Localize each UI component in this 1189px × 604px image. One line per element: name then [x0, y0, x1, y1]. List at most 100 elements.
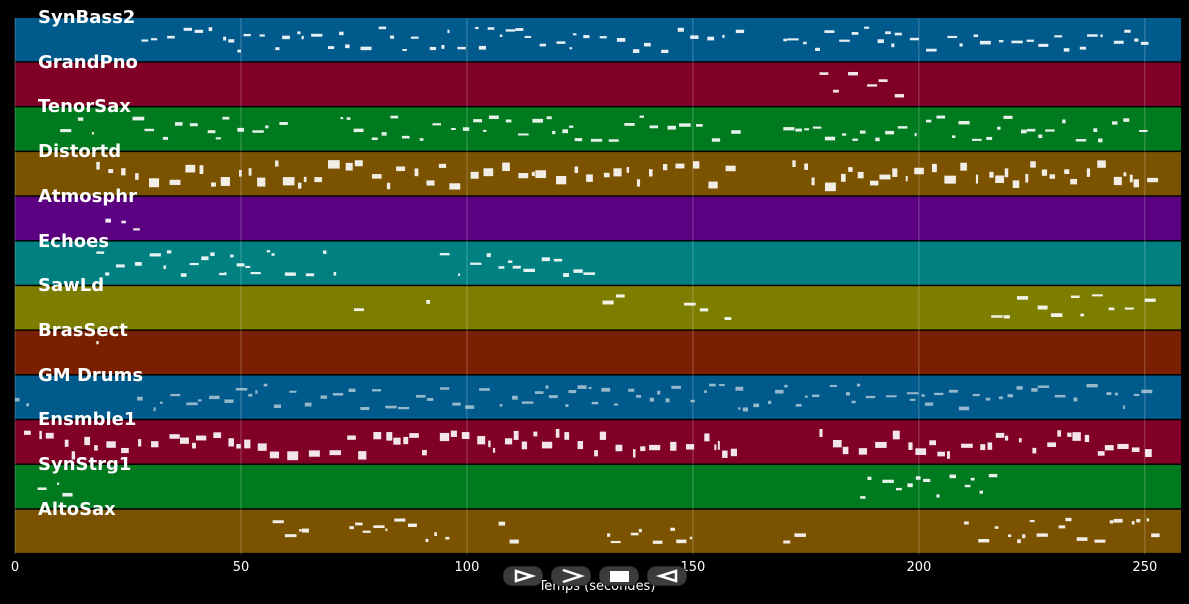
note-block	[1032, 447, 1037, 454]
note-block	[96, 341, 99, 345]
note-block	[894, 32, 902, 36]
note-block	[305, 273, 315, 277]
note-block	[505, 29, 516, 32]
note-block	[995, 432, 1005, 438]
note-block	[329, 450, 341, 456]
note-block	[213, 432, 222, 439]
note-block	[199, 165, 204, 174]
note-block	[483, 168, 494, 177]
forward-button[interactable]	[551, 566, 591, 586]
note-block	[486, 253, 491, 258]
note-block	[94, 445, 98, 451]
track-lane	[15, 286, 1181, 330]
note-block	[478, 45, 486, 50]
note-block	[787, 38, 799, 41]
play-button[interactable]	[503, 566, 543, 586]
note-block	[470, 262, 482, 265]
note-block	[15, 397, 20, 402]
note-block	[973, 34, 979, 38]
note-block	[959, 43, 963, 47]
note-block	[282, 177, 295, 186]
note-block	[219, 272, 225, 276]
note-block	[1129, 174, 1133, 183]
track-label: TenorSax	[38, 96, 131, 118]
note-block	[882, 479, 894, 483]
note-block	[1094, 539, 1106, 543]
note-block	[275, 160, 279, 167]
note-block	[649, 125, 659, 129]
note-block	[975, 174, 979, 184]
note-block	[439, 253, 450, 256]
note-block	[1070, 178, 1078, 185]
note-block	[803, 41, 807, 45]
note-block	[105, 272, 110, 276]
note-block	[488, 440, 491, 448]
note-block	[657, 390, 661, 395]
note-block	[304, 402, 312, 407]
note-block	[562, 129, 569, 134]
note-block	[1004, 168, 1009, 178]
note-block	[895, 487, 902, 491]
note-block	[995, 175, 1005, 183]
note-block	[236, 443, 241, 449]
note-block	[539, 43, 546, 47]
note-block	[931, 163, 937, 173]
note-block	[1124, 29, 1131, 33]
note-block	[393, 437, 401, 445]
note-block	[1147, 177, 1159, 183]
note-block	[1054, 394, 1066, 398]
note-block	[730, 448, 738, 457]
note-block	[907, 483, 913, 488]
note-block	[972, 393, 980, 397]
note-block	[841, 133, 847, 136]
note-block	[498, 521, 506, 526]
note-block	[869, 180, 879, 186]
note-block	[852, 138, 858, 141]
track-label: Atmosphr	[38, 185, 137, 207]
note-block	[768, 400, 772, 404]
note-block	[704, 390, 707, 393]
note-block	[583, 272, 596, 275]
note-block	[626, 167, 630, 173]
note-block	[311, 33, 323, 37]
rewind-button[interactable]	[647, 566, 687, 586]
note-block	[64, 439, 69, 447]
note-block	[897, 126, 908, 129]
note-block	[1131, 447, 1140, 453]
note-block	[1016, 296, 1029, 300]
stop-button[interactable]	[599, 566, 639, 586]
note-block	[512, 395, 518, 400]
note-block	[273, 404, 282, 409]
note-block	[613, 168, 622, 177]
note-block	[284, 272, 296, 276]
note-block	[449, 183, 461, 190]
note-block	[735, 386, 744, 391]
note-block	[1016, 386, 1023, 390]
stop-icon	[610, 571, 629, 582]
note-block	[224, 272, 227, 276]
note-block	[1097, 160, 1106, 168]
note-block	[323, 250, 327, 254]
note-block	[1004, 435, 1009, 441]
note-block	[892, 430, 900, 440]
note-block	[432, 123, 441, 126]
note-block	[174, 122, 183, 126]
note-block	[257, 177, 266, 187]
note-block	[26, 403, 30, 407]
note-block	[644, 42, 651, 47]
note-block	[209, 395, 220, 400]
note-block	[220, 176, 230, 186]
note-block	[252, 130, 264, 133]
note-block	[426, 398, 434, 401]
note-block	[841, 173, 846, 182]
note-block	[924, 402, 934, 406]
note-block	[795, 403, 802, 407]
note-block	[792, 160, 796, 168]
note-block	[289, 390, 297, 393]
note-block	[998, 396, 1003, 400]
note-block	[885, 31, 891, 35]
note-block	[775, 389, 784, 394]
note-block	[632, 49, 640, 53]
note-block	[385, 528, 388, 532]
note-block	[846, 392, 850, 396]
